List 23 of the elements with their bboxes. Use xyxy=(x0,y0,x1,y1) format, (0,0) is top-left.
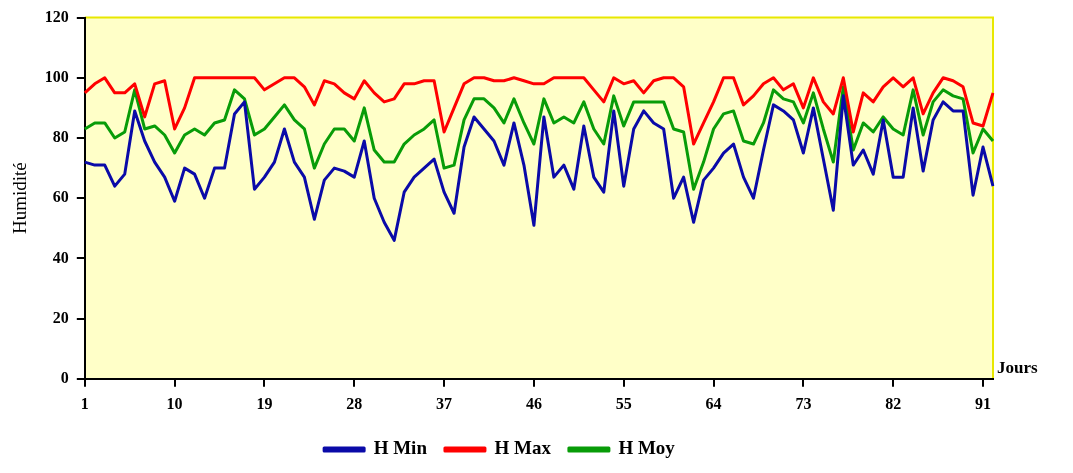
legend-label: H Moy xyxy=(618,437,676,459)
x-tick-label: 82 xyxy=(885,394,902,412)
y-tick-label: 20 xyxy=(52,308,69,326)
x-tick-label: 55 xyxy=(615,394,632,412)
x-tick-label: 91 xyxy=(975,394,992,412)
x-tick-label: 46 xyxy=(525,394,542,412)
y-tick-label: 120 xyxy=(44,7,69,25)
x-tick-label: 28 xyxy=(346,394,363,412)
x-tick-label: 19 xyxy=(256,394,273,412)
x-tick-label: 64 xyxy=(705,394,722,412)
x-tick-label: 10 xyxy=(166,394,183,412)
x-tick-label: 37 xyxy=(436,394,453,412)
legend-label: H Min xyxy=(373,437,428,459)
x-tick-label: 73 xyxy=(795,394,812,412)
legend-label: H Max xyxy=(494,437,552,459)
x-axis-title: Jours xyxy=(997,357,1038,377)
y-axis-title: Humidité xyxy=(9,162,31,235)
y-tick-label: 40 xyxy=(52,248,69,266)
x-tick-label: 1 xyxy=(80,394,89,412)
y-tick-label: 100 xyxy=(44,67,69,85)
y-tick-label: 60 xyxy=(52,188,69,206)
y-tick-label: 0 xyxy=(60,368,69,386)
y-tick-label: 80 xyxy=(52,128,69,146)
